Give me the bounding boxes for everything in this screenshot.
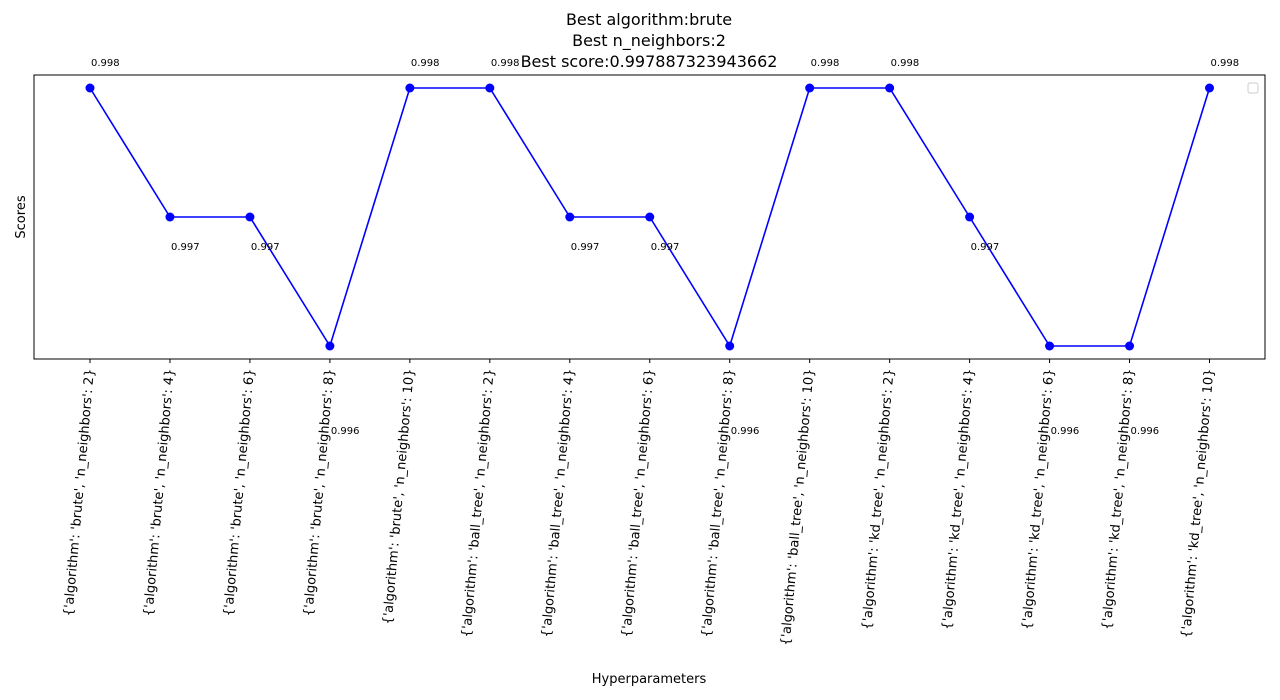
data-point: [725, 341, 735, 351]
data-label: 0.998: [91, 58, 120, 69]
x-tick-label: {'algorithm': 'ball_tree', 'n_neighbors'…: [619, 368, 657, 638]
x-tick-label: {'algorithm': 'brute', 'n_neighbors': 4}: [141, 368, 178, 617]
data-label: 0.996: [731, 426, 760, 437]
legend-box: [1247, 82, 1259, 94]
data-point: [1125, 341, 1135, 351]
data-label: 0.998: [1211, 58, 1240, 69]
x-tick-label: {'algorithm': 'kd_tree', 'n_neighbors': …: [1020, 368, 1058, 630]
data-point: [85, 83, 95, 93]
data-point: [645, 212, 655, 222]
x-tick-label: {'algorithm': 'brute', 'n_neighbors': 6}: [221, 368, 258, 617]
chart-title-line-3: Best score:0.997887323943662: [521, 52, 778, 71]
y-axis-label: Scores: [14, 195, 29, 238]
data-label: 0.998: [811, 58, 840, 69]
x-tick-labels: {'algorithm': 'brute', 'n_neighbors': 2}…: [61, 368, 1217, 646]
x-tick-label: {'algorithm': 'kd_tree', 'n_neighbors': …: [940, 368, 978, 630]
x-tick-label: {'algorithm': 'ball_tree', 'n_neighbors'…: [699, 368, 737, 638]
x-axis-label: Hyperparameters: [592, 672, 707, 687]
chart-title: Best algorithm:brute Best n_neighbors:2 …: [521, 10, 778, 71]
x-tick-label: {'algorithm': 'kd_tree', 'n_neighbors': …: [860, 368, 898, 630]
data-label: 0.997: [171, 242, 200, 253]
data-label: 0.997: [571, 242, 600, 253]
data-labels: 0.998 0.997 0.997 0.996 0.998 0.998 0.997 0.997…: [91, 58, 1239, 437]
data-points: [85, 83, 1214, 351]
data-point: [965, 212, 975, 222]
x-tick-label: {'algorithm': 'ball_tree', 'n_neighbors'…: [459, 368, 497, 638]
data-point: [805, 83, 815, 93]
data-label: 0.997: [971, 242, 1000, 253]
data-label: 0.996: [1131, 426, 1160, 437]
data-point: [485, 83, 495, 93]
data-point: [405, 83, 415, 93]
x-tick-label: {'algorithm': 'kd_tree', 'n_neighbors': …: [1100, 368, 1138, 630]
x-tick-label: {'algorithm': 'ball_tree', 'n_neighbors'…: [778, 368, 817, 646]
x-tick-label: {'algorithm': 'ball_tree', 'n_neighbors'…: [539, 368, 577, 638]
data-point: [885, 83, 895, 93]
chart-title-line-1: Best algorithm:brute: [566, 10, 732, 29]
x-tick-label: {'algorithm': 'brute', 'n_neighbors': 10…: [381, 368, 418, 625]
data-label: 0.998: [491, 58, 520, 69]
data-label: 0.998: [891, 58, 920, 69]
data-point: [1045, 341, 1055, 351]
data-label: 0.997: [251, 242, 280, 253]
x-tick-label: {'algorithm': 'brute', 'n_neighbors': 2}: [61, 368, 98, 617]
x-ticks: [89, 359, 1210, 363]
data-point: [165, 212, 175, 222]
data-point: [565, 212, 575, 222]
x-tick-label: {'algorithm': 'brute', 'n_neighbors': 8}: [301, 368, 338, 617]
chart-title-line-2: Best n_neighbors:2: [572, 31, 726, 51]
x-tick-label: {'algorithm': 'kd_tree', 'n_neighbors': …: [1179, 368, 1218, 639]
data-point: [245, 212, 255, 222]
data-point: [1205, 83, 1214, 93]
data-label: 0.997: [651, 242, 680, 253]
data-label: 0.998: [411, 58, 440, 69]
data-label: 0.996: [1051, 426, 1080, 437]
data-point: [325, 341, 335, 351]
data-label: 0.996: [331, 426, 360, 437]
